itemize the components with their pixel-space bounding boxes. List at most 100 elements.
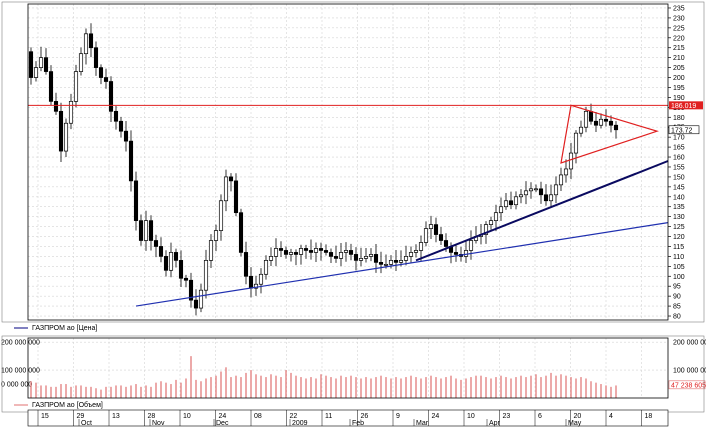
candle-body [498,206,504,214]
candle-body [588,110,594,122]
price-tick-label: 210 [673,55,685,62]
candle-body [158,246,164,257]
candle-body [218,200,224,231]
price-tick-label: 80 [673,314,681,321]
price-tick-label: 180 [673,115,685,122]
month-tick-label: Apr [489,420,501,427]
candle-body [603,118,609,122]
candle-body [68,101,74,124]
candle-body [143,220,149,241]
candle-body [488,220,494,225]
candle-body [128,140,134,182]
candle-body [173,252,179,261]
month-tick-label: May [568,420,582,427]
candle-body [168,252,174,271]
candle-body [353,254,359,261]
candle-body [428,224,434,229]
candle-body [248,275,254,289]
candle-body [178,260,184,279]
price-tick-label: 140 [673,194,685,201]
month-tick-label: 2009 [292,420,308,427]
candle-body [258,273,264,285]
short-support-line [415,160,669,262]
month-tick-label: Feb [352,420,364,427]
candle-body [278,248,284,251]
time-axis-box [27,409,669,427]
candle-body [323,250,329,253]
trend-lines [28,104,669,307]
price-tick-label: 230 [673,15,685,22]
price-tick-label: 160 [673,155,685,162]
candle-body [188,279,194,301]
price-legend: ГАЗПРОМ ао [Цена] [14,325,97,332]
candle-body [613,124,619,131]
day-tick-label: 10 [183,413,191,420]
candle-body [383,264,389,266]
month-tick-label: Dec [216,420,229,427]
candle-body [43,57,49,72]
candle-body [223,176,229,202]
candle-body [358,258,364,261]
candle-body [333,256,339,259]
price-tick-label: 105 [673,264,685,271]
day-tick-label: 23 [503,413,511,420]
candle-body [118,120,124,132]
day-tick-label: 4 [609,413,613,420]
day-tick-label: 24 [219,413,227,420]
volume-left-tick-label: 0 000 000 [1,382,32,389]
day-tick-label: 26 [361,413,369,420]
day-tick-label: 18 [645,413,653,420]
price-tick-label: 235 [673,5,685,12]
candle-body [88,33,94,49]
day-tick-label: 22 [290,413,298,420]
candle-body [398,260,404,263]
candle-body [243,252,249,277]
candle-body [538,188,544,196]
candle-body [98,67,104,78]
volume-bars [30,356,617,398]
month-tick-label: Mar [416,420,429,427]
candle-body [523,190,529,196]
candle-body [558,174,564,186]
candle-body [343,250,349,253]
day-tick-label: 10 [467,413,475,420]
candle-body [533,188,539,191]
volume-panel-frame [1,335,705,413]
candle-body [108,81,114,112]
price-tick-label: 115 [673,244,684,251]
volume-panel-border [27,337,669,399]
candle-body [148,220,154,241]
volume-left-tick-label: 200 000 000 [1,340,40,347]
day-tick-label: 15 [41,413,49,420]
candle-body [608,120,614,126]
price-tick-label: 135 [673,204,685,211]
candle-body [403,256,409,261]
volume-tick-label: 200 000 000 [673,340,706,347]
day-tick-label: 28 [148,413,156,420]
day-tick-label: 11 [325,413,332,420]
day-tick-label: 20 [574,413,582,420]
last-volume-label: 47 238 605 [671,382,706,389]
candle-body [543,194,549,202]
candle-body [228,176,234,182]
price-tick-label: 195 [673,85,685,92]
candle-body [308,250,314,253]
candle-body [518,194,524,198]
price-tick-label: 200 [673,75,685,82]
candle-body [553,184,559,196]
candle-body [563,168,569,176]
candle-body [373,254,379,263]
candle-body [138,220,144,241]
volume-axis: 200 000 000 100 000 000 200 000 000 100 000… [1,340,706,390]
candle-body [268,256,274,261]
candle-body [78,53,84,72]
price-tick-label: 145 [673,184,685,191]
candle-body [583,110,589,128]
candle-body [113,110,119,122]
volume-left-tick-label: 100 000 000 [1,368,40,375]
candle-body [28,51,34,78]
candle-body [408,252,414,257]
candle-body [153,240,159,247]
triangle-pattern [560,104,659,164]
